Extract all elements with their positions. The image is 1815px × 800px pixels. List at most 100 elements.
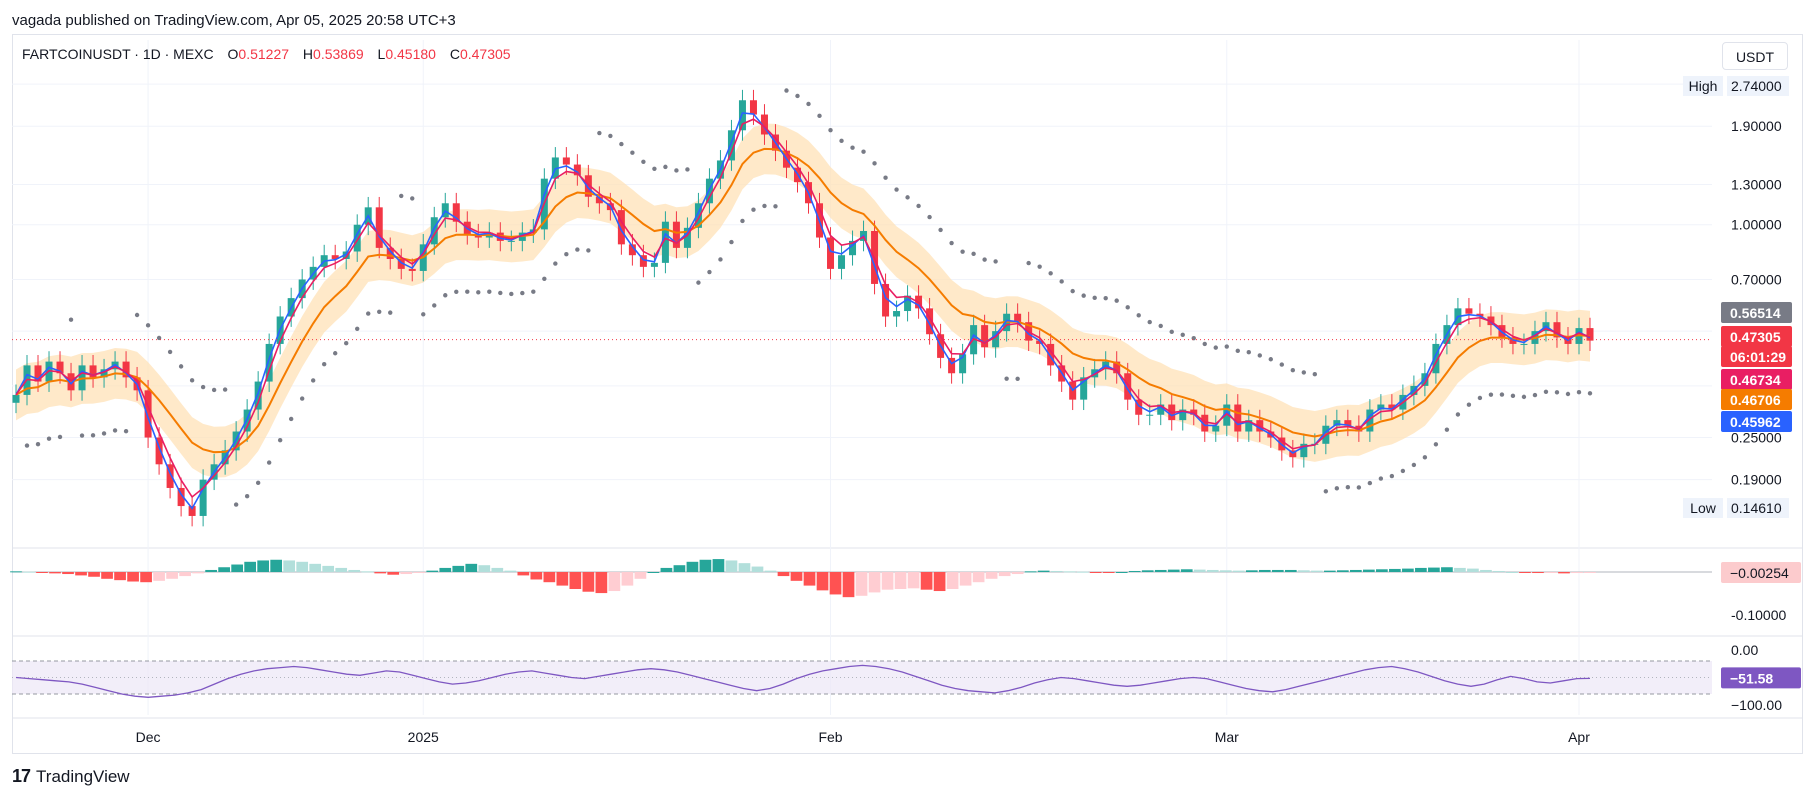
candle-body[interactable]: [573, 164, 581, 176]
candle-body[interactable]: [562, 157, 570, 165]
macd-value-tag: [1721, 562, 1801, 583]
macd-bar: [244, 561, 257, 572]
candle-body[interactable]: [1201, 414, 1209, 432]
candle-body[interactable]: [639, 255, 647, 267]
candle-body[interactable]: [727, 130, 735, 161]
candle-body[interactable]: [926, 308, 934, 335]
candle-body[interactable]: [1553, 322, 1561, 338]
candle-body[interactable]: [661, 221, 669, 263]
candle-body[interactable]: [904, 295, 912, 312]
candle-body[interactable]: [452, 203, 460, 222]
macd-bar: [777, 572, 790, 577]
candle-body[interactable]: [981, 325, 989, 348]
candle-body[interactable]: [342, 251, 350, 259]
candle-body[interactable]: [1388, 404, 1396, 410]
sar-dot: [894, 187, 899, 192]
candle-body[interactable]: [1179, 409, 1187, 421]
candle-body[interactable]: [408, 268, 416, 271]
candle-body[interactable]: [397, 258, 405, 269]
sar-dot: [79, 433, 85, 438]
macd-bar: [205, 569, 217, 572]
candle-body[interactable]: [1036, 340, 1044, 344]
candle-body[interactable]: [1300, 443, 1308, 458]
candle-body[interactable]: [749, 100, 757, 115]
candle-body[interactable]: [507, 240, 515, 242]
candle-body[interactable]: [100, 369, 108, 378]
candle-body[interactable]: [595, 196, 603, 204]
macd-bar: [1180, 569, 1193, 572]
macd-bar: [1024, 571, 1037, 573]
candle-body[interactable]: [122, 361, 130, 378]
candle-body[interactable]: [34, 365, 42, 382]
candle-body[interactable]: [188, 506, 196, 516]
candle-body[interactable]: [166, 464, 174, 488]
candle-body[interactable]: [584, 175, 592, 197]
macd-bar: [959, 572, 972, 586]
candle-body[interactable]: [992, 331, 1000, 348]
candle-body[interactable]: [265, 343, 273, 382]
candle-body[interactable]: [827, 237, 835, 269]
candle-body[interactable]: [1344, 420, 1352, 426]
candle-body[interactable]: [1113, 361, 1121, 374]
candle-body[interactable]: [386, 247, 394, 259]
candle-body[interactable]: [683, 227, 691, 248]
candle-body[interactable]: [948, 357, 956, 374]
candle-body[interactable]: [1465, 308, 1473, 314]
candle-body[interactable]: [1586, 328, 1594, 341]
symbol-legend[interactable]: FARTCOINUSDT · 1D · MEXC O0.51227 H0.538…: [22, 46, 511, 62]
candle-body[interactable]: [882, 283, 890, 317]
candle-body[interactable]: [1432, 343, 1440, 374]
sar-dot: [1202, 341, 1207, 347]
candle-body[interactable]: [1245, 420, 1253, 432]
macd-bar: [1363, 569, 1375, 572]
candle-body[interactable]: [1146, 414, 1154, 416]
candle-body[interactable]: [959, 354, 967, 374]
candle-body[interactable]: [760, 114, 768, 135]
candle-body[interactable]: [199, 479, 207, 516]
macd-bar: [101, 572, 113, 579]
candle-body[interactable]: [617, 210, 625, 245]
candle-body[interactable]: [12, 394, 20, 403]
candle-body[interactable]: [254, 381, 262, 410]
symbol-name[interactable]: FARTCOINUSDT · 1D · MEXC: [22, 46, 214, 62]
candle-body[interactable]: [672, 221, 680, 248]
macd-bar: [1258, 569, 1271, 572]
candle-body[interactable]: [1234, 404, 1242, 432]
sar-dot: [520, 290, 525, 296]
candle-body[interactable]: [1377, 404, 1385, 410]
candle-body[interactable]: [155, 437, 163, 465]
candle-body[interactable]: [1135, 399, 1143, 415]
macd-bar: [387, 572, 400, 575]
candle-body[interactable]: [1366, 409, 1374, 432]
candle-body[interactable]: [353, 224, 361, 252]
candle-body[interactable]: [849, 240, 857, 256]
tradingview-brand[interactable]: 17 TradingView: [12, 766, 130, 787]
candle-body[interactable]: [430, 217, 438, 245]
candle-body[interactable]: [375, 207, 383, 248]
candle-body[interactable]: [1157, 404, 1165, 415]
sar-dot: [145, 323, 151, 328]
candle-body[interactable]: [1124, 373, 1132, 400]
currency-button[interactable]: USDT: [1722, 42, 1788, 70]
candle-body[interactable]: [1520, 343, 1528, 345]
candle-body[interactable]: [56, 361, 64, 374]
candle-body[interactable]: [1080, 377, 1088, 400]
candle-body[interactable]: [1333, 420, 1341, 426]
price-tag: [1721, 411, 1792, 432]
candle-body[interactable]: [893, 311, 901, 317]
candle-body[interactable]: [1047, 343, 1055, 366]
candle-body[interactable]: [177, 487, 185, 507]
candle-body[interactable]: [1223, 404, 1231, 426]
candle-body[interactable]: [628, 244, 636, 256]
candle-body[interactable]: [89, 365, 97, 378]
candle-body[interactable]: [144, 390, 152, 438]
candle-body[interactable]: [650, 262, 658, 267]
candle-body[interactable]: [838, 255, 846, 269]
macd-bar: [829, 572, 842, 595]
candle-body[interactable]: [1212, 425, 1220, 432]
candle-body[interactable]: [1014, 313, 1022, 323]
candle-body[interactable]: [331, 255, 339, 259]
sar-dot: [872, 161, 877, 166]
candle-body[interactable]: [694, 203, 702, 228]
